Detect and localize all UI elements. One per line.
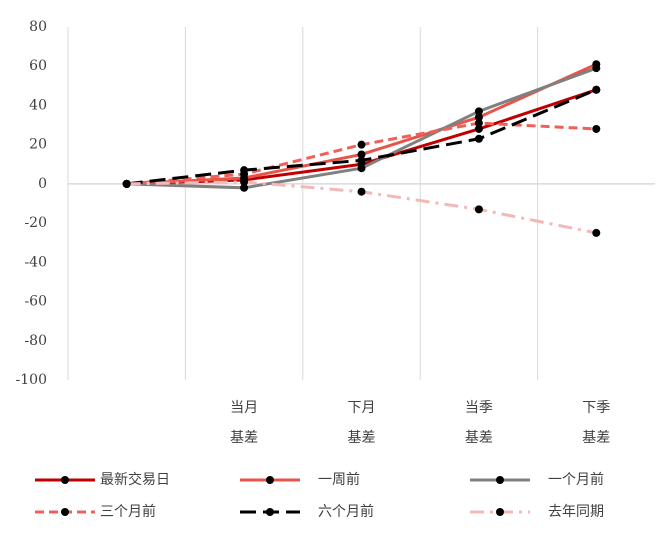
point <box>122 179 131 188</box>
point <box>357 156 366 165</box>
point <box>240 166 249 175</box>
legend-marker <box>61 476 69 484</box>
legend-label: 去年同期 <box>548 504 604 520</box>
point <box>474 124 483 133</box>
y-tick-label: -60 <box>24 294 47 310</box>
point <box>474 205 483 214</box>
legend-marker <box>496 508 504 516</box>
point <box>240 183 249 192</box>
x-tick-label: 下季 <box>582 400 610 416</box>
x-tick-label: 基差 <box>348 429 376 446</box>
legend-label: 三个月前 <box>100 503 156 520</box>
point <box>474 107 483 116</box>
y-tick-label: 40 <box>29 97 47 113</box>
point <box>592 64 601 73</box>
legend-label: 一周前 <box>318 471 360 488</box>
point <box>474 134 483 143</box>
legend-marker <box>266 476 274 484</box>
point <box>474 113 483 122</box>
point <box>357 187 366 196</box>
x-tick-label: 下月 <box>348 400 376 416</box>
y-tick-label: -40 <box>24 254 47 270</box>
point <box>474 119 483 128</box>
y-tick-label: -80 <box>24 333 47 349</box>
x-tick-label: 基差 <box>465 429 493 446</box>
legend-marker <box>61 508 69 516</box>
point <box>240 177 249 186</box>
y-tick-label: 0 <box>38 176 47 192</box>
point <box>592 228 601 237</box>
y-tick-label: -100 <box>16 372 47 388</box>
point <box>357 140 366 149</box>
point <box>357 150 366 159</box>
point <box>357 164 366 173</box>
point <box>592 85 601 94</box>
point <box>592 124 601 133</box>
legend-marker <box>266 508 274 516</box>
x-tick-label: 基差 <box>230 429 258 446</box>
legend-label: 一个月前 <box>548 471 604 488</box>
legend-label: 最新交易日 <box>100 471 170 488</box>
y-tick-label: 80 <box>29 19 47 35</box>
x-tick-label: 当季 <box>465 400 493 416</box>
x-tick-label: 基差 <box>582 429 610 446</box>
x-tick-label: 当月 <box>230 400 258 416</box>
legend-marker <box>496 476 504 484</box>
y-tick-label: -20 <box>24 215 47 231</box>
y-tick-label: 20 <box>29 137 47 153</box>
legend-label: 六个月前 <box>318 503 374 520</box>
y-tick-label: 60 <box>29 58 47 74</box>
